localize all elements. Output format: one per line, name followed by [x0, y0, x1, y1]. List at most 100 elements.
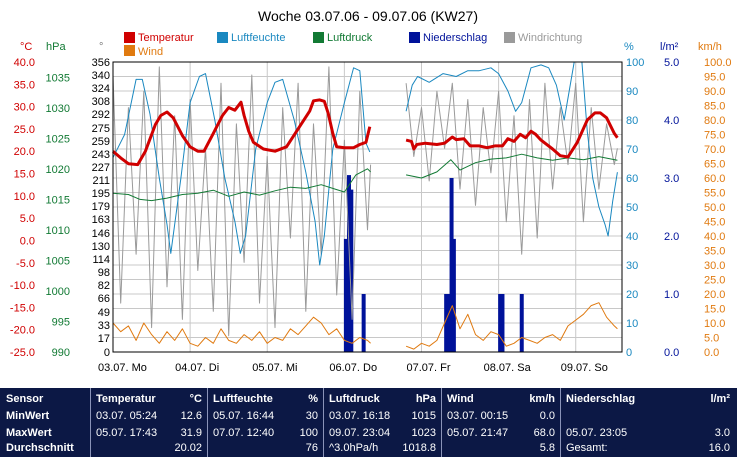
axis-tick-pressure: 1015	[46, 194, 70, 206]
axis-tick-rain: 5.0	[664, 57, 679, 69]
rain-bar	[361, 294, 366, 352]
header-pressure-unit: hPa	[415, 393, 436, 405]
axis-tick-humidity: 100	[626, 57, 644, 69]
legend-label-pressure: Luftdruck	[327, 32, 373, 44]
series-line-pressure	[406, 153, 618, 179]
axis-tick-temperature: 30.0	[14, 102, 35, 114]
axis-tick-labels: 40.0 35.0 30.0 25.0 20.0 15.0 10.0 5.0 0.0 -5.0 -1…	[10, 57, 732, 359]
hum-time: 05.07. 16:44	[213, 410, 275, 422]
unit-pressure: hPa	[46, 41, 66, 53]
rain-value: 3.0	[714, 427, 730, 439]
axis-tick-humidity: 60	[626, 173, 638, 185]
wind-value: 0.0	[539, 410, 555, 422]
axis-tick-pressure: 995	[52, 316, 70, 328]
axis-tick-wind: 35.0	[704, 246, 725, 258]
axis-tick-temperature: 25.0	[14, 124, 35, 136]
axis-tick-winddir: 82	[98, 280, 110, 292]
header-humidity: Luftfeuchte	[213, 393, 273, 405]
rain-bar	[349, 189, 354, 352]
weather-chart: Woche 03.07.06 - 09.07.06 (KW27) Tempera…	[10, 8, 732, 374]
hum-time: 07.07. 12:40	[213, 427, 275, 439]
axis-tick-rain: 3.0	[664, 173, 679, 185]
rain-bar	[500, 294, 505, 352]
axis-tick-wind: 70.0	[704, 144, 725, 156]
axis-tick-winddir: 324	[92, 83, 110, 95]
rain-bar	[444, 294, 449, 352]
x-axis-label: 05.07. Mi	[252, 362, 297, 374]
axis-tick-temperature: -5.0	[16, 258, 35, 270]
x-axis-label: 09.07. So	[561, 362, 608, 374]
temp-time: 05.07. 17:43	[96, 427, 158, 439]
series-line-winddir	[405, 82, 618, 255]
axis-tick-winddir: 211	[92, 175, 110, 187]
axis-tick-wind: 20.0	[704, 289, 725, 301]
axis-tick-winddir: 195	[92, 188, 110, 200]
axis-tick-humidity: 50	[626, 202, 638, 214]
rain-bar	[451, 238, 456, 352]
header-wind: Wind	[447, 393, 474, 405]
x-axis-label: 07.07. Fr	[406, 362, 450, 374]
axis-tick-pressure: 1000	[46, 286, 70, 298]
legend-swatch-humidity	[217, 32, 228, 43]
series-line-humidity	[112, 67, 371, 266]
legend-label-rain: Niederschlag	[423, 32, 487, 44]
axis-tick-wind: 100.0	[704, 57, 732, 69]
row-label: MaxWert	[6, 427, 52, 439]
axis-tick-winddir: 146	[92, 228, 110, 240]
axis-tick-winddir: 98	[98, 267, 110, 279]
hum-value: 100	[299, 427, 318, 439]
legend-swatch-winddir	[504, 32, 515, 43]
axis-tick-winddir: 227	[92, 162, 110, 174]
axis-tick-wind: 55.0	[704, 188, 725, 200]
stats-row-max: MaxWert 05.07. 17:43 31.9 07.07. 12:40 1…	[0, 425, 737, 442]
rain-bar	[519, 294, 524, 352]
axis-tick-wind: 25.0	[704, 275, 725, 287]
temp-time: 03.07. 05:24	[96, 410, 158, 422]
divider	[441, 388, 442, 457]
header-rain-unit: l/m²	[710, 393, 730, 405]
rain-value: 16.0	[708, 442, 730, 454]
axis-tick-temperature: 40.0	[14, 57, 35, 69]
press-time: 09.07. 23:04	[329, 427, 391, 439]
axis-tick-pressure: 1010	[46, 225, 70, 237]
rain-bar	[343, 238, 348, 352]
wind-value: 68.0	[533, 427, 555, 439]
legend-swatch-rain	[409, 32, 420, 43]
series-line-temperature	[112, 98, 372, 167]
temp-value: 20.02	[174, 442, 202, 454]
axis-tick-wind: 15.0	[704, 304, 725, 316]
series-line-humidity	[405, 61, 618, 237]
divider	[207, 388, 208, 457]
axis-tick-humidity: 40	[626, 231, 638, 243]
axis-tick-winddir: 163	[92, 214, 110, 226]
axis-tick-temperature: 20.0	[14, 146, 35, 158]
header-pressure: Luftdruck	[329, 393, 380, 405]
unit-humidity: %	[624, 41, 634, 53]
legend-swatch-wind	[124, 45, 135, 56]
statistics-panel: Sensor Temperatur °C Luftfeuchte % Luftd…	[0, 388, 737, 457]
legend-swatch-temperature	[124, 32, 135, 43]
axis-tick-winddir: 179	[92, 201, 110, 213]
axis-tick-humidity: 80	[626, 115, 638, 127]
unit-temperature: °C	[20, 41, 32, 53]
rain-time: Gesamt:	[566, 442, 608, 454]
wind-time: 03.07. 00:15	[447, 410, 509, 422]
axis-tick-temperature: -15.0	[10, 302, 35, 314]
legend-swatch-pressure	[313, 32, 324, 43]
axis-tick-winddir: 0	[104, 347, 110, 359]
axis-tick-rain: 4.0	[664, 115, 679, 127]
axis-tick-winddir: 114	[92, 254, 110, 266]
axis-tick-winddir: 356	[92, 57, 110, 69]
axis-tick-wind: 60.0	[704, 173, 725, 185]
unit-wind: km/h	[698, 41, 722, 53]
x-axis-label: 08.07. Sa	[484, 362, 532, 374]
axis-tick-wind: 0.0	[704, 347, 719, 359]
stats-row-min: MinWert 03.07. 05:24 12.6 05.07. 16:44 3…	[0, 408, 737, 425]
legend-label-wind: Wind	[138, 46, 163, 58]
axis-tick-temperature: 5.0	[20, 213, 35, 225]
axis-tick-temperature: 35.0	[14, 79, 35, 91]
divider	[323, 388, 324, 457]
header-rain: Niederschlag	[566, 393, 636, 405]
press-value: 1018.8	[402, 442, 436, 454]
row-label: MinWert	[6, 410, 50, 422]
